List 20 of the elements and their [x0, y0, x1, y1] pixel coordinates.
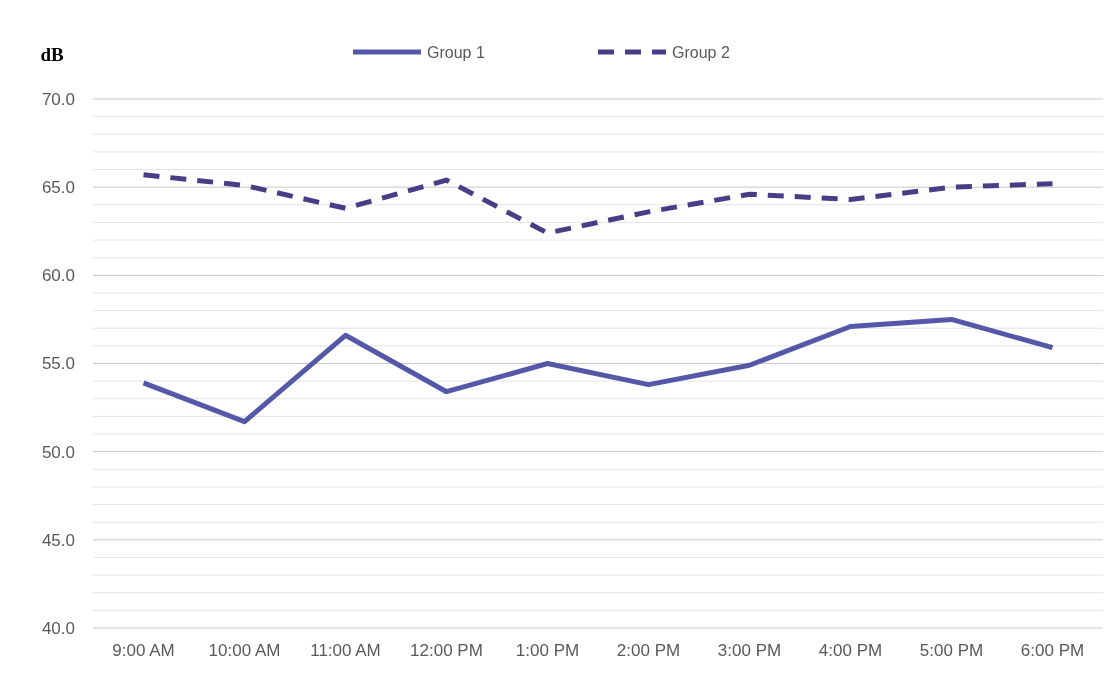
- x-tick-label: 9:00 AM: [112, 641, 175, 660]
- x-tick-label: 12:00 PM: [410, 641, 483, 660]
- y-tick-label: 45.0: [41, 530, 75, 550]
- x-tick-label: 2:00 PM: [616, 641, 681, 660]
- y-axis-title: dB: [40, 44, 64, 65]
- legend-label: Group 1: [427, 43, 485, 61]
- y-tick-label: 65.0: [41, 178, 75, 198]
- x-tick-label: 5:00 PM: [919, 641, 984, 660]
- y-tick-label: 50.0: [41, 442, 75, 462]
- y-tick-label: 70.0: [41, 89, 75, 109]
- y-tick-label: 60.0: [41, 266, 75, 286]
- legend-label: Group 2: [672, 43, 730, 61]
- x-tick-label: 11:00 AM: [310, 641, 381, 660]
- x-tick-label: 6:00 PM: [1020, 641, 1085, 660]
- x-tick-label: 10:00 AM: [208, 641, 281, 660]
- y-tick-label: 55.0: [41, 354, 75, 374]
- x-tick-label: 4:00 PM: [818, 641, 883, 660]
- x-tick-label: 3:00 PM: [717, 641, 782, 660]
- y-tick-label: 40.0: [41, 618, 75, 638]
- x-tick-label: 1:00 PM: [515, 641, 580, 660]
